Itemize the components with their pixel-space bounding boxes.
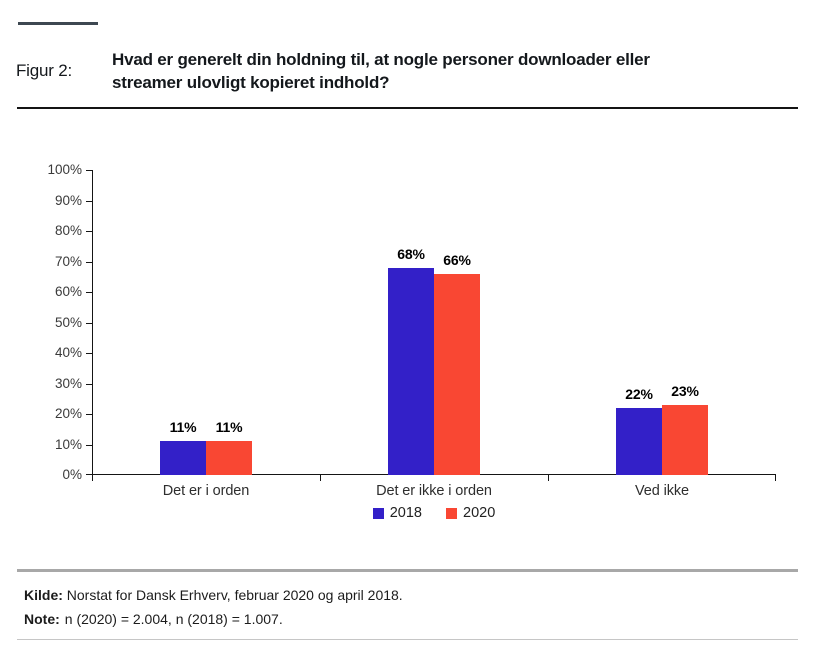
- figure-title-line-2: streamer ulovligt kopieret indhold?: [112, 73, 390, 92]
- note-line: Note: n (2020) = 2.004, n (2018) = 1.007.: [24, 611, 283, 627]
- source-text: Norstat for Dansk Erhverv, februar 2020 …: [66, 587, 403, 603]
- bar-value-label: 66%: [443, 252, 471, 268]
- y-axis-tick-label: 30%: [54, 376, 82, 391]
- figure-title-line-1: Hvad er generelt din holdning til, at no…: [112, 50, 650, 69]
- legend-item-2020: 2020: [446, 505, 495, 521]
- y-axis-tick-mark: [86, 353, 92, 354]
- chart-legend: 2018 2020: [92, 505, 776, 521]
- bar-segment-2020: [662, 405, 708, 475]
- header-divider: [17, 107, 798, 109]
- bar-chart: 2018 2020 0% 10% 20% 30% 40% 50% 60% 70% 80% 90% 10…: [47, 162, 776, 521]
- y-axis-tick-label: 20%: [54, 406, 82, 421]
- y-axis-tick-label: 50%: [54, 315, 82, 330]
- note-label: Note:: [24, 611, 60, 627]
- y-axis-tick-mark: [86, 231, 92, 232]
- y-axis-tick-label: 40%: [54, 345, 82, 360]
- x-category-label: Det er i orden: [162, 483, 250, 499]
- bar-value-label: 11%: [215, 419, 243, 435]
- x-category-label: Det er ikke i orden: [376, 483, 492, 499]
- bar-segment-2020: [434, 274, 480, 475]
- x-category-label: Ved ikke: [634, 483, 689, 499]
- legend-label: 2020: [463, 505, 496, 521]
- bottom-divider: [17, 639, 798, 640]
- y-axis-tick-label: 100%: [47, 162, 82, 177]
- x-axis-tick-mark: [92, 475, 93, 481]
- figure-number-label: Figur 2:: [16, 61, 73, 80]
- bar-value-label: 23%: [671, 383, 699, 399]
- y-axis-tick-mark: [86, 323, 92, 324]
- bar-segment-2018: [616, 408, 662, 475]
- bar-segment-2018: [160, 441, 206, 475]
- y-axis-tick-label: 90%: [54, 193, 82, 208]
- source-line: Kilde: Norstat for Dansk Erhverv, februa…: [24, 587, 403, 603]
- bar-segment-2018: [388, 268, 434, 475]
- legend-swatch-icon: [372, 507, 384, 519]
- y-axis-tick-mark: [86, 414, 92, 415]
- x-axis-tick-mark: [775, 475, 776, 481]
- y-axis-tick-label: 60%: [54, 284, 82, 299]
- y-axis-tick-mark: [86, 170, 92, 171]
- y-axis-tick-mark: [86, 292, 92, 293]
- legend-swatch-icon: [446, 507, 457, 519]
- bar-value-label: 22%: [625, 386, 653, 402]
- note-text: n (2020) = 2.004, n (2018) = 1.007.: [64, 611, 283, 627]
- x-axis-tick-mark: [548, 475, 549, 481]
- y-axis-tick-label: 0%: [62, 467, 82, 482]
- y-axis-tick-label: 80%: [54, 223, 82, 238]
- footer-divider: [17, 569, 798, 572]
- legend-item-2018: 2018: [372, 505, 422, 521]
- bar-segment-2020: [206, 441, 252, 475]
- source-label: Kilde:: [24, 587, 63, 603]
- x-axis-tick-mark: [320, 475, 321, 481]
- y-axis-tick-label: 70%: [54, 254, 82, 269]
- y-axis-tick-mark: [86, 262, 92, 263]
- legend-label: 2018: [389, 505, 422, 521]
- y-axis-tick-label: 10%: [54, 437, 82, 452]
- figure-title: Hvad er generelt din holdning til, at no…: [112, 48, 752, 94]
- y-axis-tick-mark: [86, 474, 92, 475]
- y-axis-tick-mark: [86, 201, 92, 202]
- bar-value-label: 11%: [169, 419, 197, 435]
- y-axis-tick-mark: [86, 384, 92, 385]
- bar-value-label: 68%: [397, 246, 425, 262]
- accent-dash: [18, 22, 98, 25]
- y-axis-tick-mark: [86, 445, 92, 446]
